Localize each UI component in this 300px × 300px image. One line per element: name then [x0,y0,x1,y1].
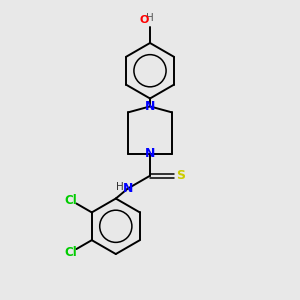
Text: H: H [146,13,154,23]
Text: N: N [145,148,155,160]
Text: N: N [122,182,133,195]
Text: N: N [145,100,155,113]
Text: S: S [176,169,185,182]
Text: O: O [140,15,149,25]
Text: H: H [116,182,124,192]
Text: Cl: Cl [64,194,77,207]
Text: Cl: Cl [64,245,77,259]
